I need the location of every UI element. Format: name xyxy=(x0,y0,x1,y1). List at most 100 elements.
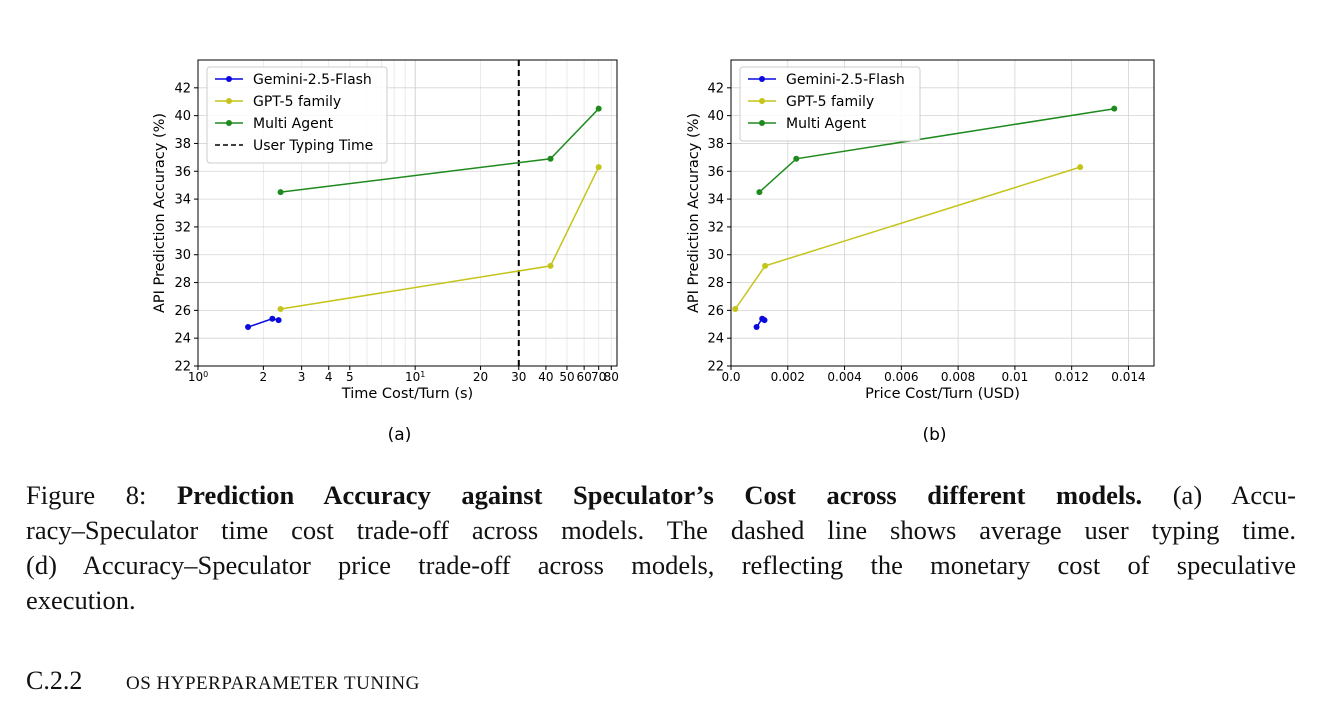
x-tick-label: 0.0 xyxy=(721,370,740,384)
figure-caption: Figure 8: Prediction Accuracy against Sp… xyxy=(26,478,1296,618)
x-tick-label: 0.01 xyxy=(1002,370,1029,384)
y-tick-label: 42 xyxy=(707,81,724,96)
x-tick-label: 30 xyxy=(511,370,526,384)
data-point-gemini-2-5-flash xyxy=(753,324,760,331)
caption-bold-title: Prediction Accuracy against Speculator’s… xyxy=(177,480,1143,510)
data-point-gemini-2-5-flash xyxy=(269,315,276,322)
x-tick-label: 0.006 xyxy=(884,370,918,384)
y-tick-label: 22 xyxy=(707,360,724,375)
x-tick-label: 20 xyxy=(473,370,488,384)
data-point-gemini-2-5-flash xyxy=(275,317,282,324)
y-tick-label: 34 xyxy=(174,193,191,208)
series-line-gpt-5-family xyxy=(280,166,600,310)
subfigure-label: (b) xyxy=(922,425,946,445)
y-tick-label: 40 xyxy=(707,109,724,124)
y-axis-label: API Prediction Accuracy (%) xyxy=(686,113,702,313)
data-point-gpt-5-family xyxy=(762,262,769,269)
y-axis-label: API Prediction Accuracy (%) xyxy=(152,113,168,313)
y-tick-label: 36 xyxy=(174,165,191,180)
y-tick-label: 34 xyxy=(707,193,724,208)
x-tick-label: 3 xyxy=(298,370,306,384)
x-tick-label: 100 xyxy=(188,370,208,385)
data-point-multi-agent xyxy=(793,155,800,162)
x-tick-label: 0.002 xyxy=(771,370,805,384)
x-tick-label: 2 xyxy=(260,370,268,384)
y-tick-label: 26 xyxy=(174,304,191,319)
legend-box xyxy=(206,66,388,164)
chart-b: 22 24 26 28 30 32 34 36 38 40 42 0.0 0.002 0.004 0.006… xyxy=(686,59,1155,445)
data-point-gemini-2-5-flash xyxy=(761,317,768,324)
legend-box xyxy=(739,66,921,142)
caption-line-3: (d) Accuracy–Speculator price trade-off … xyxy=(26,550,1296,580)
subfigure-label: (a) xyxy=(388,425,412,445)
data-point-gpt-5-family xyxy=(1077,164,1084,171)
legend-label: Gemini-2.5-Flash xyxy=(253,72,372,88)
x-tick-label: 0.014 xyxy=(1111,370,1145,384)
legend-marker xyxy=(759,76,765,82)
caption-line1-rest: (a) Accu- xyxy=(1172,480,1297,510)
caption-line-1: Figure 8: Prediction Accuracy against Sp… xyxy=(26,478,1296,513)
legend-label: GPT-5 family xyxy=(253,94,341,110)
data-point-gemini-2-5-flash xyxy=(245,324,252,331)
data-point-gpt-5-family xyxy=(732,305,739,312)
y-tick-label: 28 xyxy=(707,276,724,291)
y-tick-label: 26 xyxy=(707,304,724,319)
legend-label: Gemini-2.5-Flash xyxy=(786,72,905,88)
legend-label: Multi Agent xyxy=(253,116,334,132)
data-point-multi-agent xyxy=(1111,105,1118,112)
y-tick-label: 38 xyxy=(174,137,191,152)
x-tick-label: 0.008 xyxy=(941,370,975,384)
legend-label: GPT-5 family xyxy=(786,94,874,110)
caption-line-4: execution. xyxy=(26,585,136,615)
x-tick-label: 0.012 xyxy=(1054,370,1088,384)
legend-marker xyxy=(759,98,765,104)
x-tick-label: 60 xyxy=(577,370,592,384)
plot-frame xyxy=(730,59,1155,367)
data-point-multi-agent xyxy=(595,105,602,112)
x-tick-label: 101 xyxy=(405,370,425,385)
y-tick-label: 30 xyxy=(174,248,191,263)
y-tick-label: 30 xyxy=(707,248,724,263)
x-tick-label: 5 xyxy=(346,370,354,384)
y-tick-label: 32 xyxy=(174,220,191,235)
data-point-gpt-5-family xyxy=(595,164,602,171)
legend-label: Multi Agent xyxy=(786,116,867,132)
legend: Gemini-2.5-Flash GPT-5 family Multi Agent xyxy=(739,66,921,142)
legend-marker xyxy=(226,98,232,104)
section-heading: C.2.2 OS hyperparameter tuning xyxy=(26,666,420,696)
x-axis-label: Price Cost/Turn (USD) xyxy=(865,386,1020,402)
section-title: OS hyperparameter tuning xyxy=(126,673,420,694)
x-axis-label: Time Cost/Turn (s) xyxy=(341,386,473,402)
x-tick-label: 80 xyxy=(604,370,619,384)
y-tick-label: 38 xyxy=(707,137,724,152)
data-point-multi-agent xyxy=(277,189,284,196)
y-tick-label: 42 xyxy=(174,81,191,96)
y-tick-label: 40 xyxy=(174,109,191,124)
series-line-gpt-5-family xyxy=(734,166,1081,310)
caption-line-2: racy–Speculator time cost trade-off acro… xyxy=(26,515,1296,545)
legend-marker xyxy=(226,120,232,126)
section-number: C.2.2 xyxy=(26,666,83,695)
data-point-multi-agent xyxy=(756,189,763,196)
x-tick-label: 40 xyxy=(538,370,553,384)
x-tick-label: 50 xyxy=(559,370,574,384)
x-tick-label: 4 xyxy=(325,370,333,384)
legend-marker xyxy=(226,76,232,82)
y-tick-label: 32 xyxy=(707,220,724,235)
y-tick-label: 24 xyxy=(174,332,191,347)
y-tick-label: 22 xyxy=(174,360,191,375)
legend-marker xyxy=(759,120,765,126)
x-tick-label: 70 xyxy=(591,370,606,384)
x-tick-label: 0.004 xyxy=(827,370,861,384)
data-point-gpt-5-family xyxy=(277,305,284,312)
y-tick-label: 24 xyxy=(707,332,724,347)
legend: Gemini-2.5-Flash GPT-5 family Multi Agent U… xyxy=(206,66,388,164)
caption-label: Figure 8: xyxy=(26,480,147,510)
plot-frame xyxy=(197,59,618,367)
y-tick-label: 28 xyxy=(174,276,191,291)
legend-label: User Typing Time xyxy=(253,138,373,154)
data-point-gpt-5-family xyxy=(547,262,554,269)
data-point-multi-agent xyxy=(547,155,554,162)
